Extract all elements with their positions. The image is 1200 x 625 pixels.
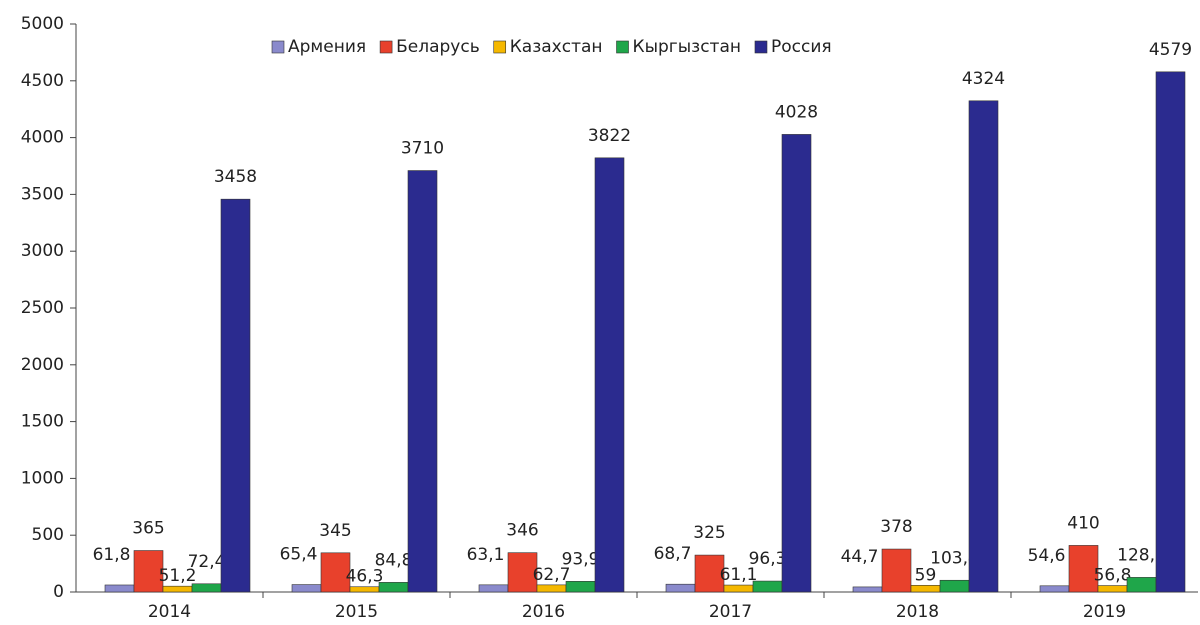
bar <box>1097 585 1128 593</box>
bar <box>220 198 251 593</box>
y-tick-label: 1500 <box>21 412 64 432</box>
bar <box>1068 545 1099 593</box>
value-label: 3710 <box>401 139 444 159</box>
y-tick-label: 5000 <box>21 14 64 34</box>
bar <box>565 581 596 593</box>
value-label: 325 <box>693 523 725 543</box>
bar <box>852 586 883 593</box>
y-tick-label: 1000 <box>21 468 64 488</box>
value-label: 103,4 <box>930 548 979 568</box>
legend-swatch <box>493 40 507 54</box>
value-label: 346 <box>506 521 538 541</box>
value-label: 84,8 <box>375 550 413 570</box>
bar <box>781 134 812 593</box>
y-tick-label: 2000 <box>21 355 64 375</box>
y-tick-label: 3000 <box>21 241 64 261</box>
value-label: 4324 <box>962 69 1005 89</box>
value-label: 4028 <box>775 102 818 122</box>
bar <box>320 552 351 593</box>
value-label: 56,8 <box>1094 566 1132 586</box>
x-tick-label: 2014 <box>148 602 191 621</box>
value-label: 65,4 <box>280 545 318 565</box>
value-label: 3822 <box>588 126 631 146</box>
bar <box>665 583 696 593</box>
legend-swatch <box>271 40 285 54</box>
bar <box>1039 585 1070 593</box>
bar <box>291 584 322 593</box>
legend-label: Россия <box>771 37 832 57</box>
value-label: 61,8 <box>93 545 131 565</box>
bar <box>1155 71 1186 593</box>
bar <box>694 554 725 593</box>
value-label: 93,9 <box>562 549 600 569</box>
bar <box>104 584 135 593</box>
value-label: 96,3 <box>749 549 787 569</box>
x-tick-label: 2019 <box>1083 602 1126 621</box>
y-tick-label: 2500 <box>21 298 64 318</box>
bar <box>133 550 164 593</box>
value-label: 72,4 <box>188 552 226 572</box>
bar <box>1126 577 1157 593</box>
legend-label: Казахстан <box>510 37 603 57</box>
bar <box>939 579 970 593</box>
bar <box>594 157 625 593</box>
value-label: 3458 <box>214 167 257 187</box>
value-label: 46,3 <box>346 567 384 587</box>
bar <box>349 586 380 593</box>
x-tick-label: 2016 <box>522 602 565 621</box>
value-label: 410 <box>1067 513 1099 533</box>
bar <box>968 100 999 593</box>
value-label: 54,6 <box>1028 546 1066 566</box>
bar <box>478 584 509 593</box>
legend-swatch <box>754 40 768 54</box>
bar <box>752 580 783 593</box>
legend-label: Армения <box>288 37 366 57</box>
value-label: 4579 <box>1149 40 1192 60</box>
value-label: 44,7 <box>841 547 879 567</box>
y-tick-label: 4000 <box>21 128 64 148</box>
y-tick-label: 4500 <box>21 71 64 91</box>
bar <box>507 552 538 593</box>
bar <box>881 548 912 593</box>
value-label: 59 <box>915 565 937 585</box>
legend-label: Беларусь <box>396 37 480 57</box>
x-tick-label: 2018 <box>896 602 939 621</box>
legend-label: Кыргызстан <box>633 37 741 57</box>
bar <box>536 584 567 593</box>
y-tick-label: 3500 <box>21 184 64 204</box>
legend-swatch <box>616 40 629 54</box>
x-tick-label: 2017 <box>709 602 752 621</box>
value-label: 345 <box>319 521 351 541</box>
bar <box>407 170 438 593</box>
value-label: 63,1 <box>467 545 505 565</box>
bar <box>191 583 222 593</box>
legend-swatch <box>379 40 393 54</box>
bar <box>723 584 754 593</box>
value-label: 128,6 <box>1117 545 1166 565</box>
value-label: 365 <box>132 519 164 539</box>
x-tick-label: 2015 <box>335 602 378 621</box>
value-label: 378 <box>880 517 912 537</box>
bar <box>378 582 409 593</box>
value-label: 61,1 <box>720 565 758 585</box>
bar <box>910 584 941 593</box>
value-label: 51,2 <box>159 566 197 586</box>
bar <box>162 585 193 593</box>
value-label: 62,7 <box>533 565 571 585</box>
y-tick-label: 500 <box>32 525 64 545</box>
y-tick-label: 0 <box>53 582 64 602</box>
value-label: 68,7 <box>654 544 692 564</box>
